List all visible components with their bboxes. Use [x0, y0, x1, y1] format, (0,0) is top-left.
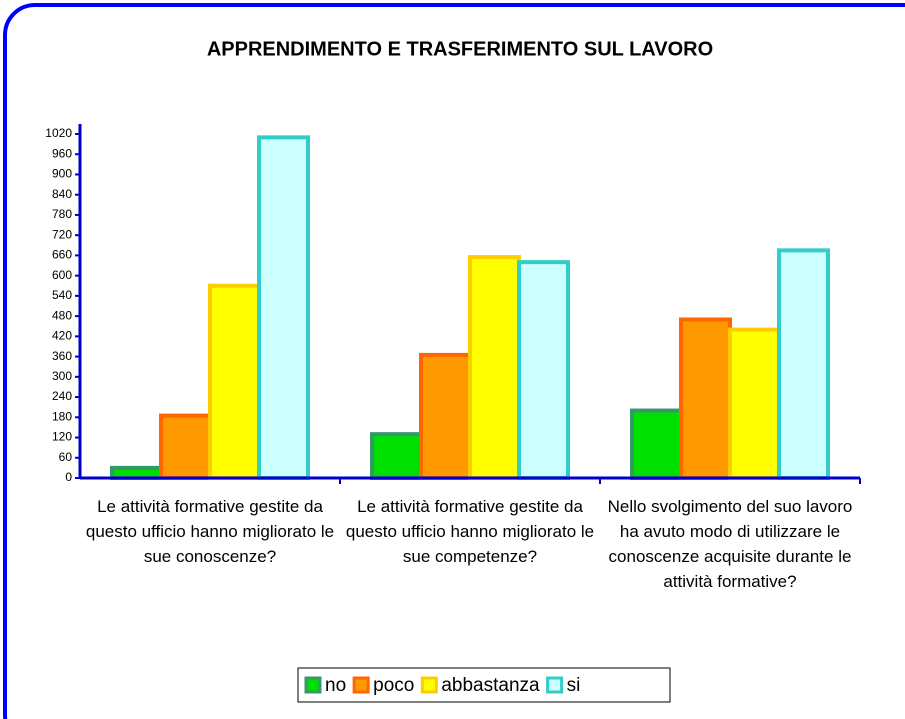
y-tick-label: 240: [52, 389, 72, 403]
bar: [370, 432, 423, 480]
bar: [517, 260, 570, 480]
bar: [208, 283, 261, 480]
y-tick-label: 600: [52, 268, 72, 282]
x-tick-label: Le attività formative gestite da questo …: [345, 497, 595, 566]
y-tick-label: 840: [52, 187, 72, 201]
y-tick-label: 1020: [45, 126, 72, 140]
y-tick-label: 60: [59, 450, 73, 464]
y-tick-label: 720: [52, 227, 72, 241]
y-tick-label: 360: [52, 349, 72, 363]
y-tick-label: 780: [52, 207, 72, 221]
bar: [110, 465, 163, 481]
legend-label: abbastanza: [441, 675, 540, 696]
y-tick-label: 0: [65, 470, 72, 484]
frame: [3, 3, 905, 719]
y-tick-label: 960: [52, 146, 72, 160]
y-tick-label: 180: [52, 409, 72, 423]
bar: [728, 327, 781, 480]
bar: [159, 413, 212, 481]
y-tick-label: 120: [52, 430, 72, 444]
legend-swatch: [420, 676, 438, 694]
legend-swatch: [352, 676, 370, 694]
y-tick-label: 900: [52, 167, 72, 181]
x-tick-label: Nello svolgimento del suo lavoro ha avut…: [607, 497, 853, 591]
legend-swatch: [546, 676, 564, 694]
bar: [419, 352, 472, 480]
bar: [468, 255, 521, 481]
legend-label: no: [325, 675, 346, 696]
y-tick-label: 660: [52, 248, 72, 262]
bar: [257, 135, 310, 480]
x-tick-label: Le attività formative gestite da questo …: [85, 497, 335, 566]
y-tick-label: 480: [52, 308, 72, 322]
bar: [777, 248, 830, 480]
y-tick-label: 300: [52, 369, 72, 383]
bar: [679, 317, 732, 481]
chart-title: APPRENDIMENTO E TRASFERIMENTO SUL LAVORO: [207, 38, 713, 60]
y-tick-label: 540: [52, 288, 72, 302]
y-tick-label: 420: [52, 329, 72, 343]
legend-label: poco: [373, 675, 414, 696]
legend-label: si: [567, 675, 581, 696]
bar: [630, 408, 683, 480]
legend-swatch: [304, 676, 322, 694]
